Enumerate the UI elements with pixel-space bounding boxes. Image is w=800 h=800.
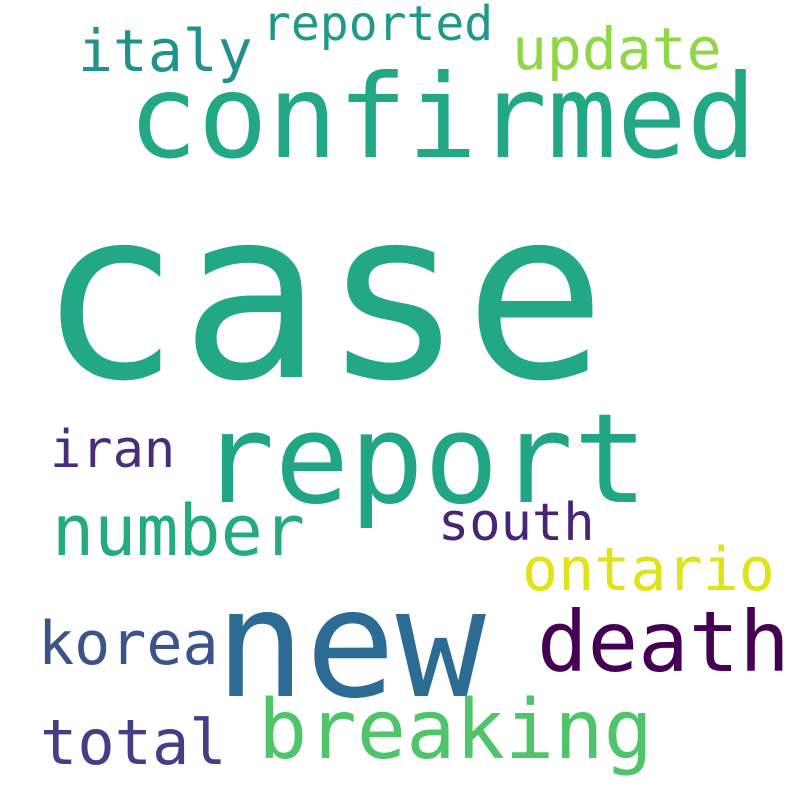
word-report: report (200, 388, 648, 532)
word-total: total (40, 706, 227, 779)
word-number: number (52, 490, 305, 572)
word-italy: italy (78, 17, 253, 85)
word-new: new (215, 558, 486, 732)
word-confirmed: confirmed (128, 50, 757, 185)
word-south: south (438, 493, 595, 553)
word-death: death (537, 593, 790, 691)
word-reported: reported (262, 0, 494, 52)
word-breaking: breaking (258, 683, 653, 778)
word-ontario: ontario (522, 535, 775, 605)
word-update: update (512, 15, 722, 83)
word-case: case (38, 158, 607, 433)
word-iran: iran (50, 420, 176, 480)
word-korea: korea (38, 609, 219, 679)
